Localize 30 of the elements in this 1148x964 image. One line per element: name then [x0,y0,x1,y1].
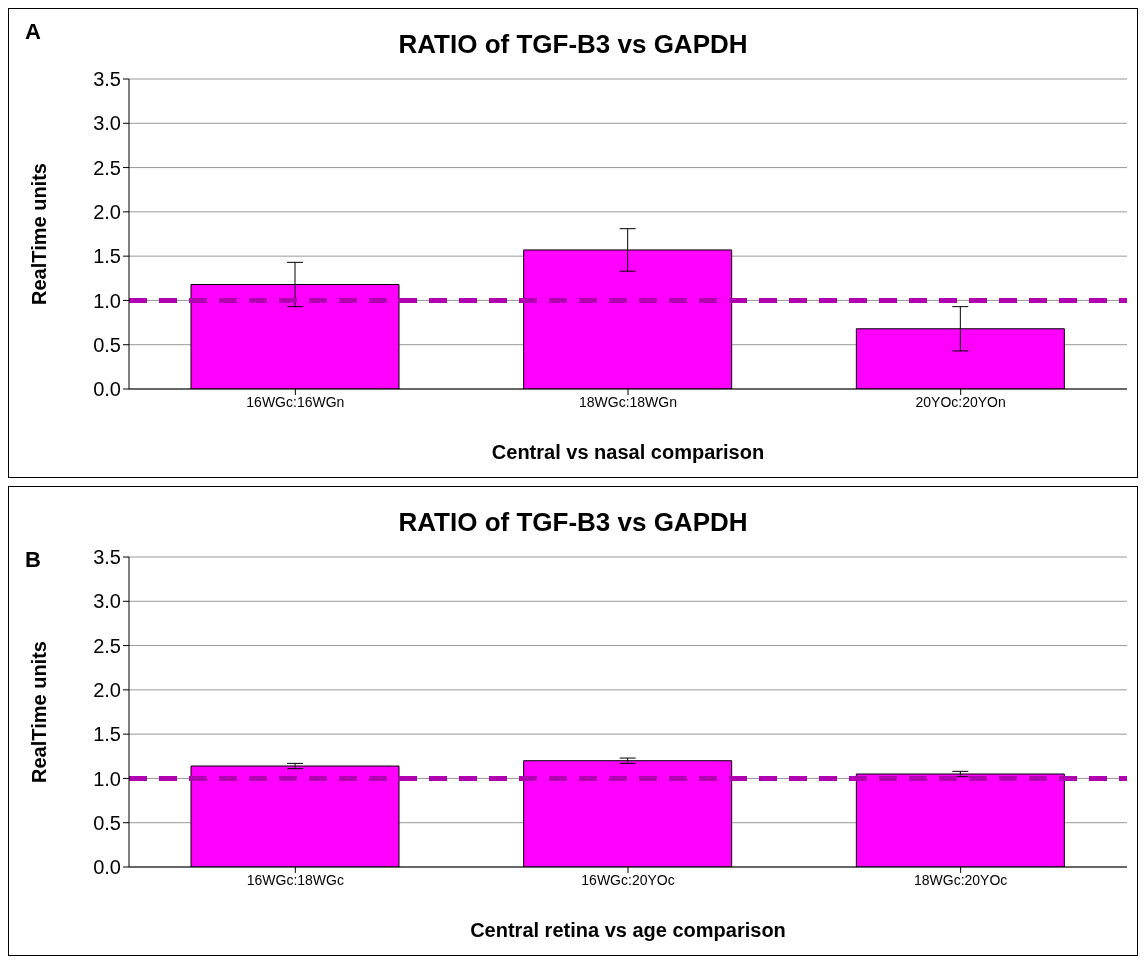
y-tick-label: 2.5 [93,634,121,657]
y-tick-label: 0.5 [93,811,121,834]
y-tick-label: 1.0 [93,289,121,312]
x-tick-label: 18WGc:20YOc [913,871,1008,888]
x-tick-label: 16WGc:18WGc [246,871,344,888]
x-axis-title: Central vs nasal comparison [491,441,765,463]
y-tick-label: 0.0 [93,378,121,401]
y-tick-label: 2.0 [93,200,121,223]
x-tick-label: 18WGc:18WGn [578,393,678,410]
y-tick-label: 3.5 [93,68,121,91]
y-tick-label: 1.5 [93,723,121,746]
y-tick-label: 3.0 [93,590,121,613]
chart-title: RATIO of TGF-B3 vs GAPDH [398,29,748,59]
x-axis-title: Central retina vs age comparison [470,919,786,941]
x-tick-label: 20YOc:20YOn [915,393,1006,410]
y-tick-label: 2.0 [93,678,121,701]
y-tick-label: 2.5 [93,156,121,179]
y-tick-label: 3.0 [93,112,121,135]
text: A [25,19,41,45]
y-tick-label: 0.5 [93,333,121,356]
text: B [25,547,41,573]
y-tick-label: 1.5 [93,245,121,268]
y-tick-label: 0.0 [93,856,121,879]
y-tick-label: 3.5 [93,546,121,569]
y-axis-title: RealTime units [28,163,51,305]
chart-title: RATIO of TGF-B3 vs GAPDH [397,506,749,539]
x-tick-label: 16WGc:16WGn [246,393,345,410]
y-tick-label: 1.0 [93,767,121,790]
y-axis-title: RealTime units [28,641,51,783]
x-tick-label: 16WGc:20YOc [581,871,675,888]
